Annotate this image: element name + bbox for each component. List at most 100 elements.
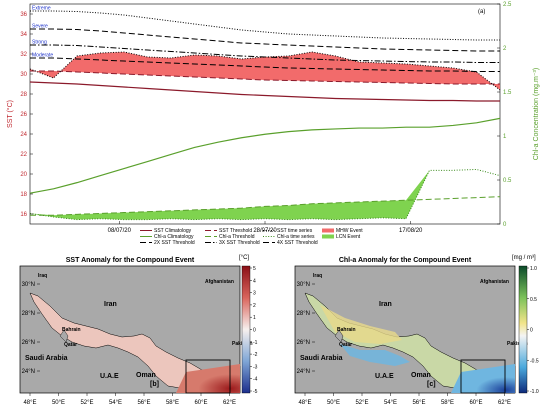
legend-label: Chl-a time series: [277, 234, 315, 240]
place-label: Pakistan: [507, 341, 528, 347]
colorbar-tick-label: 2: [253, 303, 256, 309]
legend-label: Chl-a Climatology: [154, 234, 194, 240]
threshold-label: Strong: [32, 40, 47, 46]
colorbar-c-label: [mg / m³]: [512, 255, 536, 261]
y-tick-right-label: 0.5: [503, 178, 512, 184]
y-tick-right-label: 0: [503, 222, 507, 228]
map-x-tick-label: 60°E: [469, 400, 482, 406]
colorbar-b: [241, 265, 251, 394]
map-x-tick-label: 62°E: [223, 400, 236, 406]
sst-hotspot-b: [176, 364, 240, 393]
box-b: [185, 359, 231, 394]
colorbar-tick-label: -5: [253, 389, 258, 395]
y-tick-left-label: 22: [20, 152, 27, 158]
panel-b: SST Anomaly for the Compound Event Iraq I…: [19, 255, 258, 406]
colorbar-tick-label: -0.5: [530, 358, 539, 364]
series-line-4: [30, 44, 500, 63]
place-label: Oman: [411, 372, 431, 379]
place-label: Saudi Arabia: [25, 355, 68, 362]
plot-area-a: [29, 3, 501, 225]
legend-label: 4X SST Threshold: [277, 240, 318, 246]
place-label: Iran: [104, 301, 117, 308]
map-c-title: Chl-a Anomaly for the Compound Event: [339, 257, 472, 264]
x-tick-label: 17/08/20: [399, 228, 423, 234]
place-label: Oman: [136, 372, 156, 379]
series-line-1: [30, 70, 500, 85]
legend-label: 3X SST Threshold: [219, 240, 260, 246]
legend-label: SST Climatology: [154, 228, 192, 234]
map-x-tick-label: 52°E: [80, 400, 93, 406]
map-y-tick-label: 30°N: [297, 282, 310, 288]
map-x-tick-label: 54°E: [109, 400, 122, 406]
map-b-axis-ticks: 48°E 50°E 52°E 54°E 56°E 58°E 60°E 62°E 30°N 28°N…: [22, 282, 236, 406]
chl-bluespot-c: [451, 364, 515, 393]
map-y-tick-label: 26°N: [297, 340, 310, 346]
place-label: Afghanistan: [480, 279, 509, 285]
panel-a-label: (a): [478, 9, 485, 15]
place-label: U.A.E: [375, 373, 394, 380]
map-y-tick-label: 28°N: [297, 311, 310, 317]
series-line-6: [30, 10, 500, 41]
colorbar-tick-label: 3: [253, 291, 256, 297]
map-x-tick-label: 54°E: [384, 400, 397, 406]
legend-swatch: [322, 228, 334, 233]
y-tick-left-label: 28: [20, 92, 27, 98]
box-c: [460, 359, 506, 394]
place-label: Qatar: [339, 342, 352, 348]
colorbar-tick-label: -2: [253, 352, 258, 358]
legend-label: 2X SST Threshold: [154, 240, 195, 246]
panel-c-label: [c]: [427, 381, 436, 388]
panel-b-label: [b]: [150, 381, 159, 388]
y-tick-right-label: 2.5: [503, 2, 512, 8]
y-tick-left-label: 18: [20, 192, 27, 198]
y-axis-right-label: Chl-a Concentration (mg.m⁻³): [533, 68, 540, 160]
colorbar-tick-label: 0: [253, 328, 256, 334]
colorbar-tick-label: -3: [253, 364, 258, 370]
place-label: Bahrain: [337, 327, 356, 333]
chl-blue-coast-c: [340, 344, 410, 366]
map-x-tick-label: 52°E: [355, 400, 368, 406]
place-label: Saudi Arabia: [300, 355, 343, 362]
colorbar-tick-label: -1: [253, 340, 258, 346]
colorbar-tick-label: 4: [253, 278, 256, 284]
y-tick-left-label: 26: [20, 112, 27, 118]
series-line-9: [29, 168, 501, 221]
series-line-2: [29, 51, 501, 91]
colorbar-tick-label: 1.0: [530, 266, 537, 272]
threshold-label: Severe: [32, 24, 48, 30]
lcn-event-fill: [30, 169, 500, 220]
x-tick-label: 08/07/20: [108, 228, 132, 234]
map-c-axis-ticks: 48°E 50°E 52°E 54°E 56°E 58°E 60°E 62°E 30°N 28°N…: [297, 282, 511, 406]
legend-label: MHW Event: [336, 228, 363, 234]
threshold-label: Extreme: [32, 6, 51, 12]
y-tick-left-label: 34: [20, 32, 27, 38]
map-x-tick-label: 60°E: [194, 400, 207, 406]
legend-label: SST time series: [277, 228, 313, 234]
colorbar-tick-label: -4: [253, 377, 258, 383]
y-tick-left-label: 36: [20, 12, 27, 18]
map-y-tick-label: 28°N: [22, 311, 35, 317]
y-tick-left-label: 30: [20, 72, 27, 78]
y-tick-right-label: 2: [503, 46, 507, 52]
axis-ticks: 16 18 20 22 24 26 28 30 32 34 36 0 0.5 1 1.5 2 2.5 08/07/…: [20, 2, 512, 234]
map-x-tick-label: 58°E: [441, 400, 454, 406]
legend-label: Chl-a Threshold: [219, 234, 255, 240]
y-tick-right-label: 1.5: [503, 90, 512, 96]
legend-label: LCN Event: [336, 234, 361, 240]
map-x-tick-label: 50°E: [327, 400, 340, 406]
map-y-tick-label: 26°N: [22, 340, 35, 346]
panel-a: 16 18 20 22 24 26 28 30 32 34 36 0 0.5 1 1.5 2 2.5 08/07/…: [6, 2, 540, 246]
series-line-8: [30, 196, 501, 216]
series-line-7: [29, 117, 501, 194]
map-x-tick-label: 56°E: [412, 400, 425, 406]
y-tick-left-label: 32: [20, 52, 27, 58]
map-c-place-labels: Iraq Iran Afghanistan Bahrain Qatar Saudi Ara…: [300, 273, 528, 380]
y-tick-left-label: 24: [20, 132, 27, 138]
map-x-tick-label: 50°E: [52, 400, 65, 406]
x-tick-label: 28/07/20: [253, 228, 277, 234]
map-y-tick-label: 24°N: [297, 369, 310, 375]
place-label: Bahrain: [62, 327, 81, 333]
legend-swatch: [322, 234, 334, 239]
threshold-labels: Extreme Severe Strong Moderate: [32, 6, 53, 59]
